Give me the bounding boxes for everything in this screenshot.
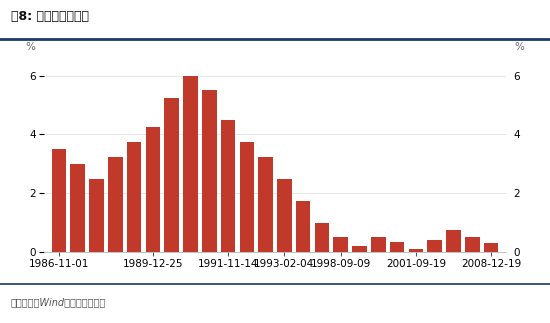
- Bar: [483, 243, 498, 252]
- Bar: [183, 76, 198, 252]
- Bar: [70, 164, 85, 252]
- Text: 图8: 日本官方贴现率: 图8: 日本官方贴现率: [11, 10, 89, 23]
- Bar: [127, 142, 141, 252]
- Bar: [258, 157, 273, 252]
- Bar: [89, 179, 104, 252]
- Bar: [390, 242, 404, 252]
- Bar: [164, 98, 179, 252]
- Text: %: %: [515, 42, 525, 52]
- Bar: [446, 230, 461, 252]
- Bar: [465, 237, 480, 252]
- Bar: [146, 127, 160, 252]
- Bar: [239, 142, 254, 252]
- Bar: [221, 120, 235, 252]
- Text: 数据来源：Wind，中信建投证券: 数据来源：Wind，中信建投证券: [11, 297, 106, 307]
- Bar: [108, 157, 123, 252]
- Text: %: %: [25, 42, 35, 52]
- Bar: [352, 246, 367, 252]
- Bar: [52, 149, 67, 252]
- Bar: [333, 237, 348, 252]
- Bar: [202, 90, 217, 252]
- Bar: [315, 223, 329, 252]
- Bar: [427, 240, 442, 252]
- Bar: [277, 179, 292, 252]
- Bar: [409, 249, 423, 252]
- Bar: [296, 201, 311, 252]
- Bar: [371, 237, 386, 252]
